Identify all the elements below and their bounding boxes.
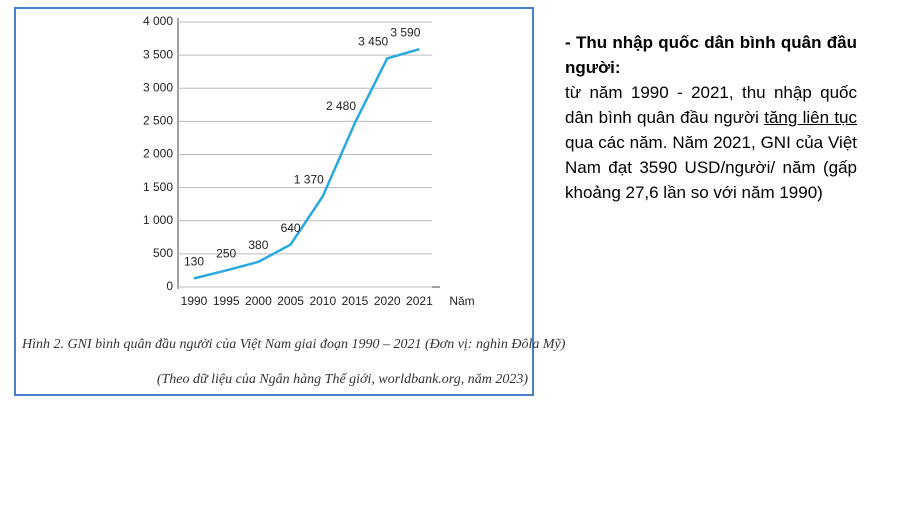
heading: - Thu nhập quốc dân bình quân đầu người:	[565, 33, 857, 77]
y-tick-label: 3 000	[143, 80, 173, 94]
x-tick-label: 2021	[406, 294, 433, 308]
y-tick-label: 500	[153, 246, 173, 260]
x-tick-label: 2010	[309, 294, 336, 308]
data-label: 1 370	[294, 172, 324, 186]
paragraph-text: qua các năm. Năm 2021, GNI của Việt Nam …	[565, 133, 857, 202]
y-tick-label: 2 500	[143, 114, 173, 128]
x-axis-label: Năm	[449, 294, 474, 308]
y-tick-label: 3 500	[143, 47, 173, 61]
data-line	[193, 47, 420, 280]
y-tick-label: 1 000	[143, 213, 173, 227]
x-tick-label: 2020	[374, 294, 401, 308]
chart-caption: Hình 2. GNI bình quân đầu người của Việt…	[21, 337, 566, 352]
data-label: 3 590	[390, 25, 420, 39]
text-block: - Thu nhập quốc dân bình quân đầu người:…	[565, 30, 857, 205]
data-label: 640	[281, 221, 301, 235]
y-tick-label: 1 500	[143, 180, 173, 194]
data-label: 3 450	[358, 35, 388, 49]
x-tick-label: 1995	[213, 294, 240, 308]
chart-source: (Theo dữ liệu của Ngân hàng Thế giới, wo…	[157, 372, 529, 387]
x-tick-label: 2000	[245, 294, 272, 308]
y-tick-label: 4 000	[143, 14, 173, 28]
x-tick-label: 2015	[342, 294, 369, 308]
chart-frame	[14, 7, 534, 396]
data-label: 250	[216, 247, 236, 261]
y-tick-label: 2 000	[143, 147, 173, 161]
data-label: 2 480	[326, 99, 356, 113]
data-label: 130	[184, 255, 204, 269]
data-label: 380	[248, 238, 268, 252]
underlined-text: tăng liên tục	[764, 108, 857, 127]
y-tick-label: 0	[166, 279, 173, 293]
x-tick-label: 1990	[181, 294, 208, 308]
paragraph-text: từ năm 1990 - 2021, thu nhập quốc dân bì…	[565, 83, 857, 127]
x-tick-label: 2005	[277, 294, 304, 308]
